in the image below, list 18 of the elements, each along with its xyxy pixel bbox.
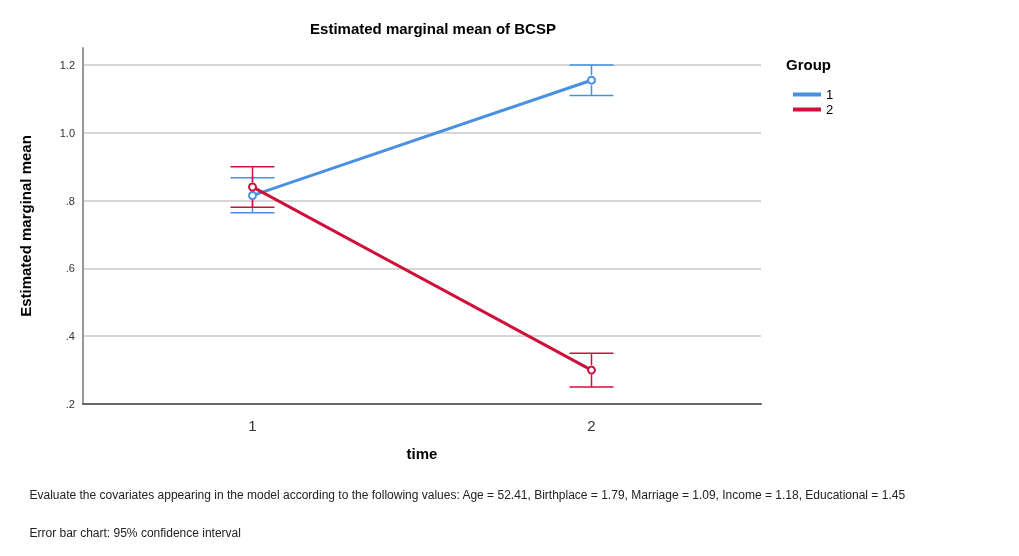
y-tick-label: .8	[65, 194, 75, 207]
y-tick-label: 1.2	[59, 58, 75, 71]
legend-label: 1	[826, 87, 834, 102]
y-axis-title: Estimated marginal mean	[17, 135, 34, 317]
point	[587, 75, 596, 85]
y-tick-label: .2	[65, 398, 75, 410]
text: Error bar chart: 95% confidence interval	[29, 525, 241, 540]
point	[248, 190, 257, 200]
y-tick-label: 1.0	[59, 126, 75, 139]
legend-title: Group	[786, 56, 831, 73]
y-tick-label: .4	[65, 330, 75, 343]
legend-label: 2	[826, 102, 834, 117]
chart-title: Estimated marginal mean of BCSP	[310, 20, 556, 37]
point	[587, 365, 596, 375]
point	[248, 182, 257, 192]
x-axis-title: time	[406, 445, 438, 462]
text: Evaluate the covariates appearing in the model according to the following values: Age = 52.41, Birthplace = 1.79, Marriage = 1.09, Income = 1.18, Educational = 1.45	[29, 487, 906, 502]
y-tick-label: .6	[65, 262, 75, 275]
